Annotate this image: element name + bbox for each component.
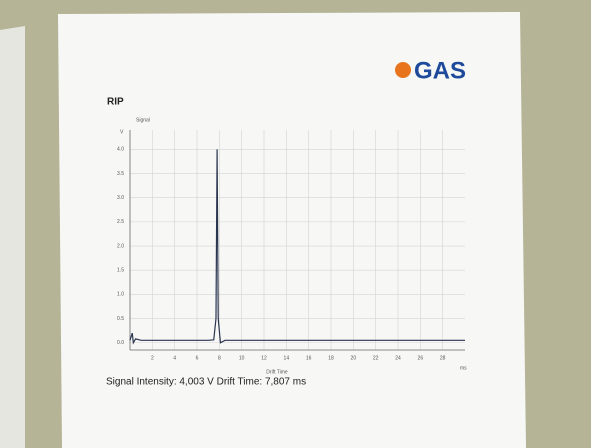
x-tick-label: 20 (351, 355, 357, 361)
chart-title: RIP (107, 97, 124, 108)
x-tick-label: 22 (373, 355, 379, 361)
x-axis-label: Drift Time (266, 369, 288, 375)
y-tick-label: 2.5 (117, 219, 124, 225)
x-tick-label: 18 (328, 355, 334, 361)
x-tick-label: 6 (196, 355, 199, 361)
x-tick-label: 28 (440, 355, 446, 361)
y-tick-label: 0.0 (117, 340, 124, 346)
signal-line (129, 149, 465, 345)
x-tick-label: 16 (306, 355, 312, 361)
side-paper (0, 26, 25, 448)
x-tick-label: 2 (151, 355, 154, 361)
y-tick-label: 2.0 (117, 243, 124, 249)
y-tick-label: 1.5 (117, 268, 124, 274)
x-tick-label: 26 (418, 355, 424, 361)
x-unit: ms (460, 365, 467, 371)
y-tick-label: 3.5 (117, 171, 124, 177)
y-unit: V (120, 129, 124, 135)
y-tick-label: 4.0 (117, 147, 124, 153)
x-tick-label: 12 (261, 355, 267, 361)
x-tick-label: 10 (239, 355, 245, 361)
logo-mark (395, 62, 411, 78)
logo: GAS (414, 57, 466, 84)
y-axis-label: Signal (136, 117, 150, 123)
footer: Signal Intensity: 4,003 V Drift Time: 7,… (106, 377, 306, 388)
x-tick-label: 8 (218, 355, 221, 361)
y-tick-label: 0.5 (117, 316, 124, 322)
x-tick-label: 24 (395, 355, 401, 361)
y-tick-label: 3.0 (117, 195, 124, 201)
x-tick-label: 4 (173, 355, 176, 361)
y-tick-label: 1.0 (117, 292, 124, 298)
x-tick-label: 14 (284, 355, 290, 361)
paper (58, 12, 526, 448)
